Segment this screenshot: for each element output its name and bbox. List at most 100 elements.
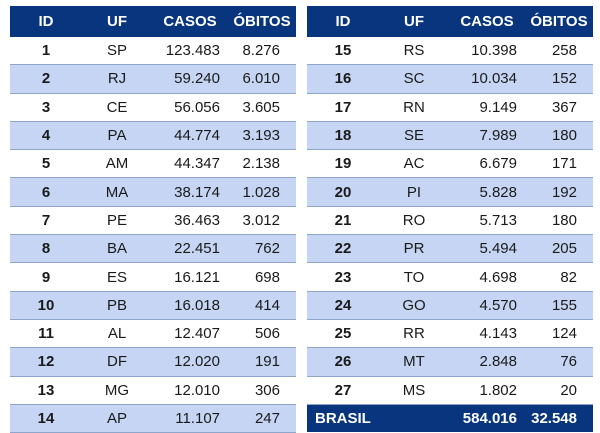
table-row: 1 SP 123.483 8.276	[10, 37, 296, 66]
table-row: 8 BA 22.451 762	[10, 234, 296, 264]
cell-uf: AC	[379, 149, 449, 179]
table-row: 21 RO 5.713 180	[307, 206, 593, 236]
cell-obitos: 180	[525, 121, 593, 151]
cell-uf: MS	[379, 376, 449, 405]
cell-id: 21	[307, 206, 379, 236]
cell-casos: 10.398	[449, 37, 525, 66]
cell-casos: 11.107	[152, 404, 228, 433]
cell-obitos: 82	[525, 262, 593, 292]
table-row: 26 MT 2.848 76	[307, 347, 593, 377]
cell-uf: RN	[379, 93, 449, 122]
cell-obitos: 180	[525, 206, 593, 236]
total-row: BRASIL 584.016 32.548	[307, 404, 593, 433]
table-row: 14 AP 11.107 247	[10, 404, 296, 433]
cell-obitos: 20	[525, 376, 593, 405]
cell-uf: PB	[82, 291, 152, 320]
cell-casos: 44.774	[152, 121, 228, 151]
header-row: ID UF CASOS ÓBITOS	[10, 6, 296, 37]
table-row: 10 PB 16.018 414	[10, 291, 296, 320]
cell-obitos: 258	[525, 37, 593, 66]
cell-id: 4	[10, 121, 82, 151]
cell-casos: 12.020	[152, 347, 228, 377]
cell-uf: SP	[82, 37, 152, 66]
header-row: ID UF CASOS ÓBITOS	[307, 6, 593, 37]
cell-casos: 4.570	[449, 291, 525, 320]
table-row: 24 GO 4.570 155	[307, 291, 593, 320]
cell-obitos: 171	[525, 149, 593, 179]
table-row: 3 CE 56.056 3.605	[10, 93, 296, 122]
cell-obitos: 124	[525, 319, 593, 349]
cell-id: 18	[307, 121, 379, 151]
table-row: 16 SC 10.034 152	[307, 64, 593, 94]
cell-casos: 2.848	[449, 347, 525, 377]
cell-casos: 16.121	[152, 262, 228, 292]
cell-obitos: 506	[228, 319, 296, 349]
cell-id: 23	[307, 262, 379, 292]
cell-uf: GO	[379, 291, 449, 320]
cell-id: 17	[307, 93, 379, 122]
table-row: 7 PE 36.463 3.012	[10, 206, 296, 236]
cell-casos: 10.034	[449, 64, 525, 94]
cell-casos: 22.451	[152, 234, 228, 264]
cell-uf: AP	[82, 404, 152, 433]
header-casos: CASOS	[449, 6, 525, 37]
cell-id: 25	[307, 319, 379, 349]
header-obitos: ÓBITOS	[525, 6, 593, 37]
header-id: ID	[307, 6, 379, 37]
cell-obitos: 247	[228, 404, 296, 433]
cell-uf: MT	[379, 347, 449, 377]
cell-id: 2	[10, 64, 82, 94]
cell-id: 3	[10, 93, 82, 122]
table-row: 2 RJ 59.240 6.010	[10, 64, 296, 94]
cell-casos: 16.018	[152, 291, 228, 320]
cell-id: 24	[307, 291, 379, 320]
cell-id: 8	[10, 234, 82, 264]
cell-obitos: 191	[228, 347, 296, 377]
cell-id: 13	[10, 376, 82, 405]
cell-casos: 44.347	[152, 149, 228, 179]
cell-id: 9	[10, 262, 82, 292]
table-row: 20 PI 5.828 192	[307, 177, 593, 207]
cell-obitos: 8.276	[228, 37, 296, 66]
cell-uf: CE	[82, 93, 152, 122]
cell-casos: 4.698	[449, 262, 525, 292]
cell-casos: 1.802	[449, 376, 525, 405]
cell-casos: 6.679	[449, 149, 525, 179]
cell-obitos: 3.605	[228, 93, 296, 122]
table-row: 6 MA 38.174 1.028	[10, 177, 296, 207]
table-row: 13 MG 12.010 306	[10, 376, 296, 405]
cell-casos: 5.494	[449, 234, 525, 264]
cell-uf: SE	[379, 121, 449, 151]
cell-casos: 38.174	[152, 177, 228, 207]
cell-uf: PA	[82, 121, 152, 151]
cell-id: 19	[307, 149, 379, 179]
cell-id: 22	[307, 234, 379, 264]
table-row: 5 AM 44.347 2.138	[10, 149, 296, 179]
cell-id: 10	[10, 291, 82, 320]
cell-id: 6	[10, 177, 82, 207]
header-uf: UF	[82, 6, 152, 37]
cell-casos: 56.056	[152, 93, 228, 122]
cell-id: 5	[10, 149, 82, 179]
cell-obitos: 762	[228, 234, 296, 264]
cell-obitos: 152	[525, 64, 593, 94]
cell-casos: 12.407	[152, 319, 228, 349]
cell-uf: TO	[379, 262, 449, 292]
cell-uf: AL	[82, 319, 152, 349]
cell-id: 20	[307, 177, 379, 207]
total-label: BRASIL	[307, 404, 449, 433]
cell-id: 26	[307, 347, 379, 377]
cell-casos: 12.010	[152, 376, 228, 405]
cell-uf: PE	[82, 206, 152, 236]
cell-casos: 5.713	[449, 206, 525, 236]
cell-casos: 5.828	[449, 177, 525, 207]
cell-casos: 59.240	[152, 64, 228, 94]
total-casos: 584.016	[449, 404, 525, 433]
cell-obitos: 3.012	[228, 206, 296, 236]
cell-id: 12	[10, 347, 82, 377]
table-row: 25 RR 4.143 124	[307, 319, 593, 349]
cell-obitos: 3.193	[228, 121, 296, 151]
table-row: 22 PR 5.494 205	[307, 234, 593, 264]
cell-uf: AM	[82, 149, 152, 179]
cell-casos: 123.483	[152, 37, 228, 66]
